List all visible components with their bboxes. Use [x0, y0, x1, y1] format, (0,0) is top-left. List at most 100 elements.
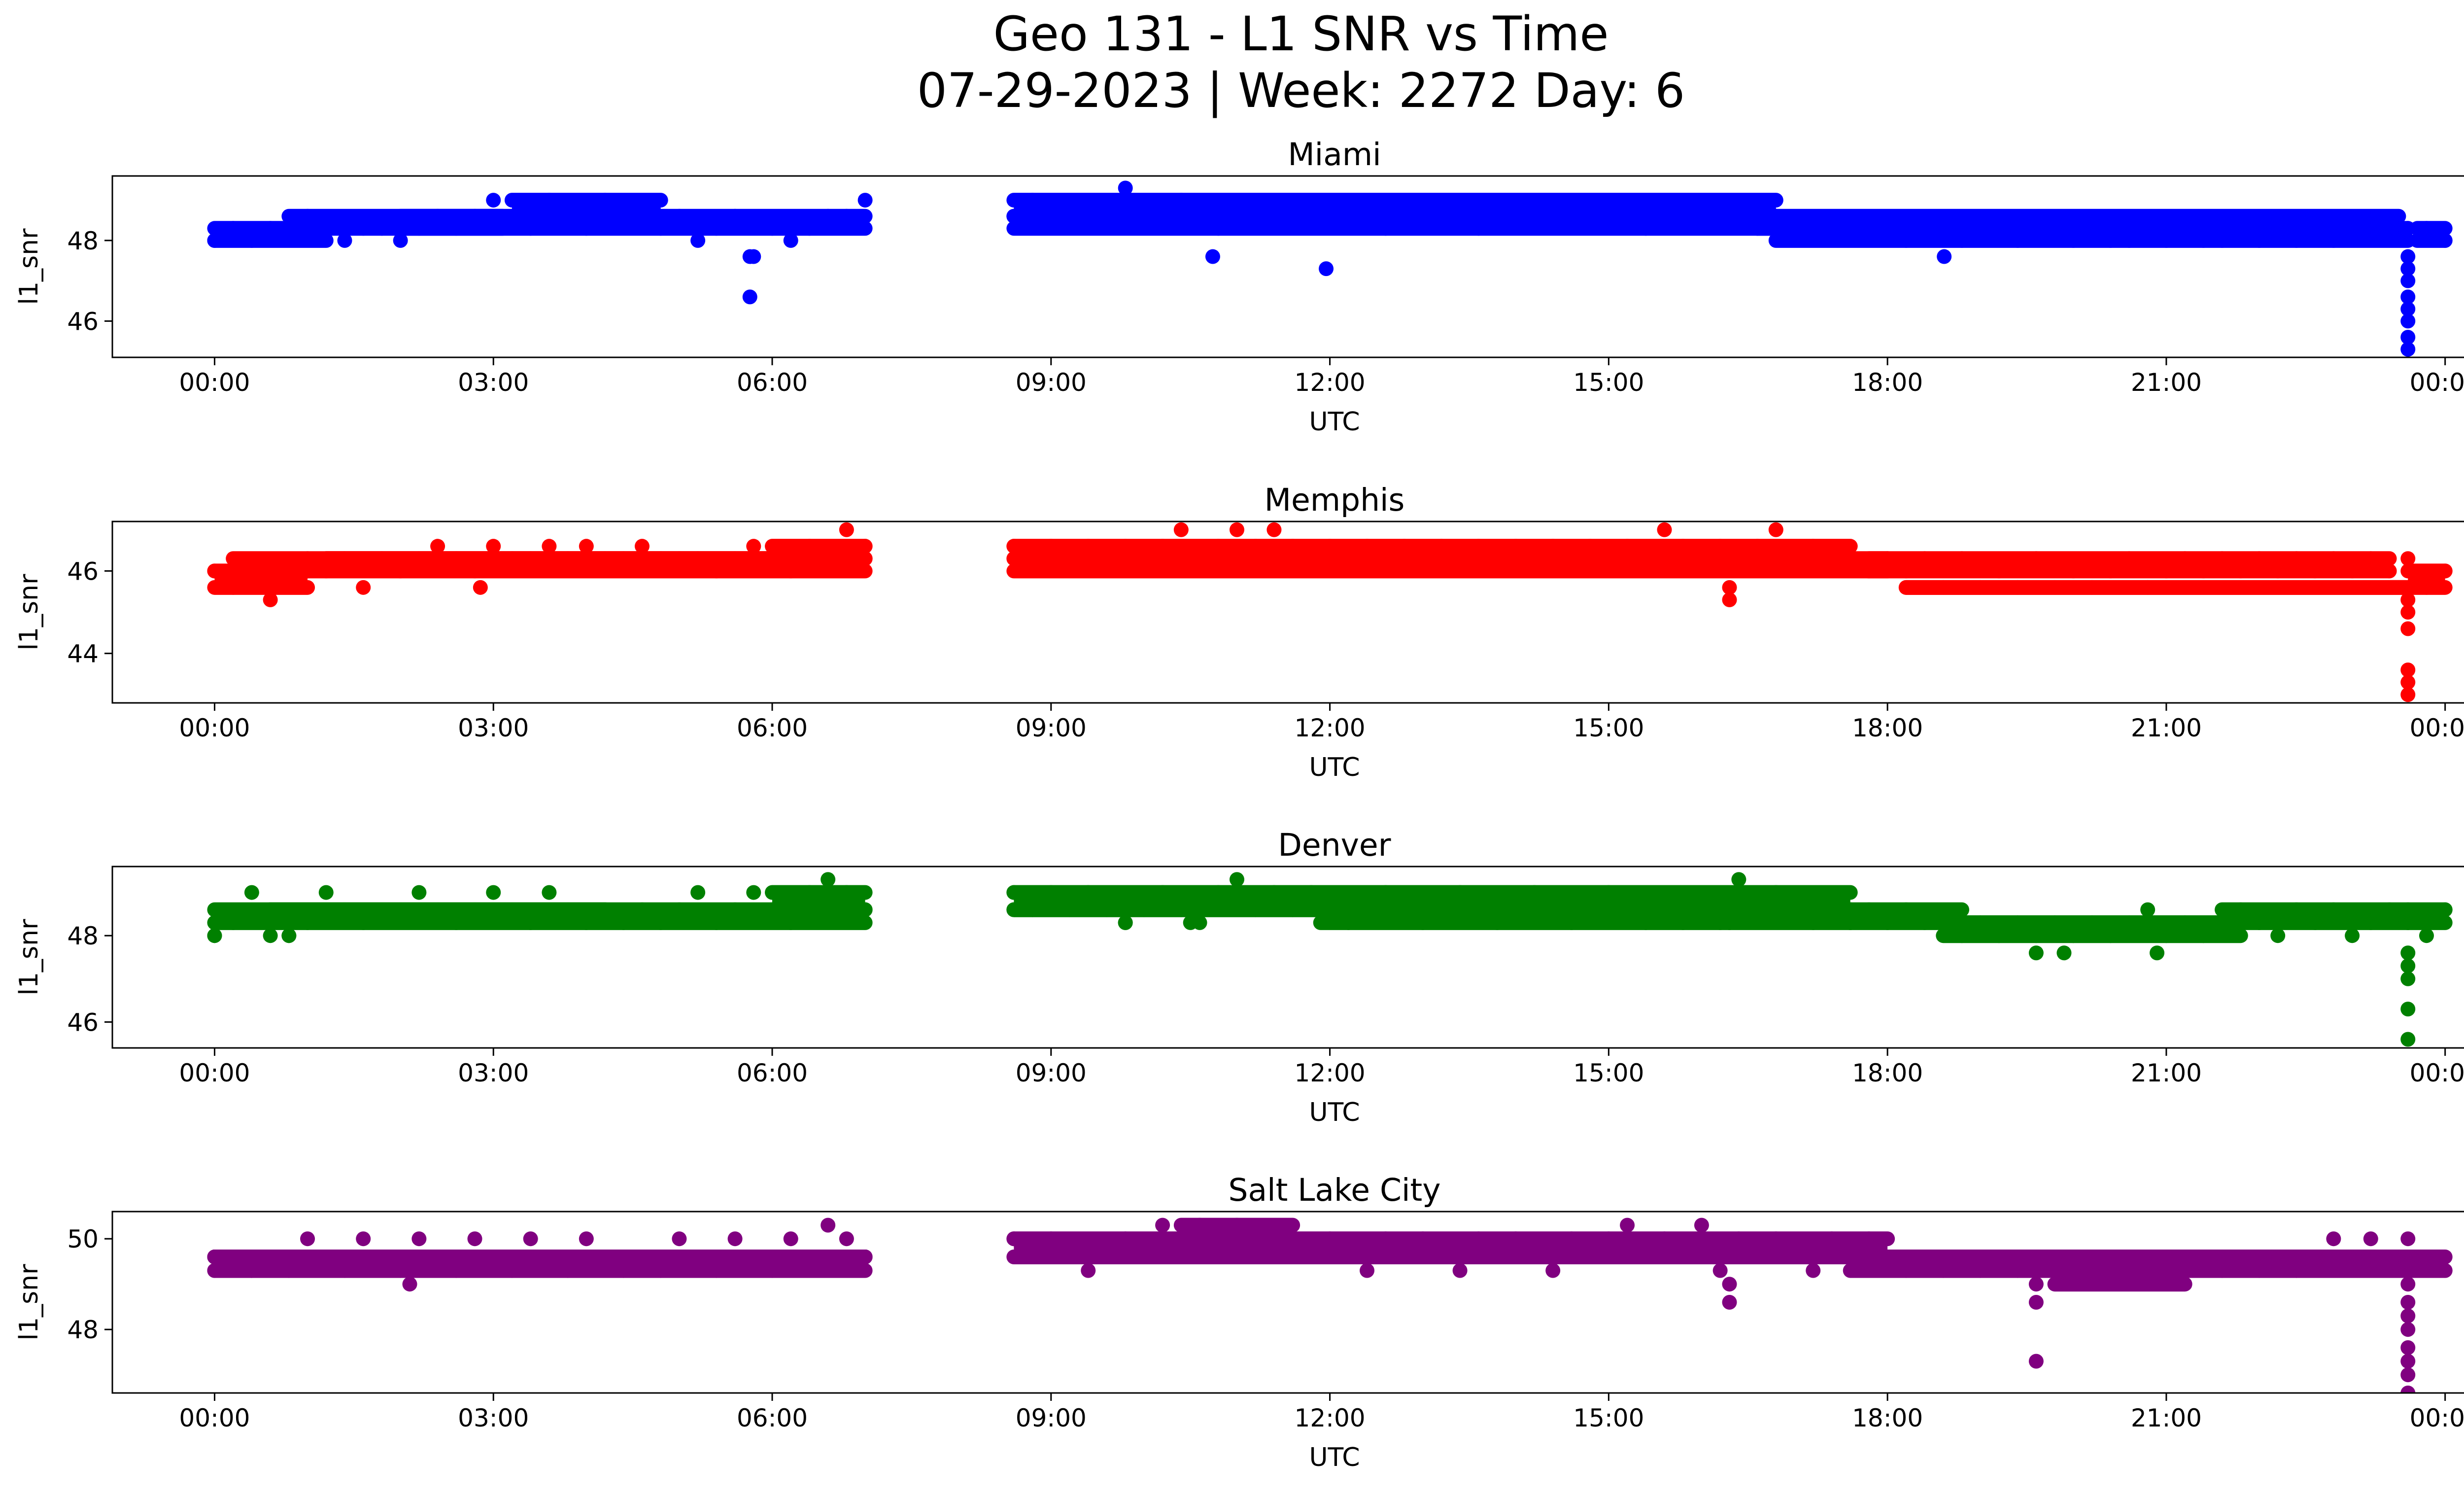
data-point	[1694, 1217, 1709, 1233]
data-point	[1099, 1250, 1114, 1264]
data-point	[802, 1250, 817, 1264]
x-tick-label: 00:00	[179, 1059, 250, 1087]
axes-frame	[111, 175, 2464, 358]
data-point	[300, 551, 315, 566]
data-point	[1601, 551, 1616, 566]
data-point	[1322, 1231, 1337, 1247]
data-point	[1099, 902, 1114, 917]
y-axis-label: l1_snr	[14, 919, 44, 996]
data-point	[2085, 580, 2100, 595]
x-axis-label: UTC	[1309, 1443, 1360, 1472]
outlier-point	[1118, 915, 1133, 930]
data-point	[2382, 563, 2397, 579]
data-point	[1211, 885, 1226, 900]
data-point	[1861, 563, 1877, 579]
data-point	[690, 1250, 706, 1264]
data-point	[1564, 551, 1579, 566]
x-tick-label: 12:00	[1295, 368, 1366, 397]
data-point	[1917, 551, 1932, 566]
data-point	[1155, 1217, 1170, 1233]
data-point	[1917, 1250, 1932, 1264]
data-point	[1378, 551, 1393, 566]
data-point	[765, 221, 780, 236]
data-point	[244, 885, 259, 900]
data-point	[1824, 221, 1839, 236]
data-point	[2289, 1263, 2304, 1278]
data-point	[1248, 902, 1263, 917]
data-point	[2419, 221, 2434, 236]
data-point	[356, 580, 371, 595]
data-point	[207, 1263, 222, 1278]
data-point	[1006, 539, 1022, 554]
outlier-point	[2400, 971, 2416, 986]
data-point	[1081, 209, 1096, 224]
data-point	[1415, 915, 1431, 930]
data-point	[1006, 1231, 1022, 1247]
data-point	[1861, 902, 1877, 917]
data-point	[1025, 1250, 1040, 1264]
data-point	[2085, 1250, 2100, 1264]
data-point	[1768, 885, 1783, 900]
scatter-series	[207, 872, 2453, 1047]
data-point	[821, 1217, 836, 1233]
data-point	[857, 539, 873, 554]
data-point	[374, 221, 389, 236]
data-point	[783, 233, 798, 248]
data-point	[579, 1231, 594, 1247]
data-point	[1694, 209, 1709, 224]
data-point	[2289, 233, 2304, 248]
data-point	[374, 551, 389, 566]
x-axis-label: UTC	[1309, 1098, 1360, 1127]
data-point	[393, 563, 408, 579]
data-point	[839, 522, 854, 537]
data-point	[1712, 539, 1728, 554]
data-point	[727, 902, 743, 917]
data-point	[2010, 1263, 2025, 1278]
data-point	[1434, 209, 1449, 224]
x-tick-label: 21:00	[2131, 714, 2202, 742]
data-point	[2345, 928, 2360, 943]
data-point	[2066, 563, 2081, 579]
data-point	[1750, 1250, 1765, 1264]
data-point	[2419, 580, 2434, 595]
data-point	[2215, 915, 2230, 930]
data-point	[2233, 563, 2248, 579]
data-point	[523, 221, 538, 236]
data-point	[393, 1263, 408, 1278]
data-point	[783, 563, 798, 579]
x-tick-label: 00:00	[2410, 1404, 2464, 1432]
data-point	[504, 1263, 519, 1278]
data-point	[393, 902, 408, 917]
data-point	[1768, 522, 1783, 537]
data-point	[2158, 563, 2174, 579]
data-point	[2122, 915, 2137, 930]
data-point	[2122, 233, 2137, 248]
outlier-point	[742, 249, 757, 264]
data-point	[1657, 1231, 1672, 1247]
data-point	[1266, 522, 1282, 537]
data-point	[337, 551, 352, 566]
data-point	[1880, 1250, 1895, 1264]
data-point	[1564, 915, 1579, 930]
data-point	[1564, 1231, 1579, 1247]
data-point	[1415, 551, 1431, 566]
y-tick-label: 46	[67, 557, 99, 586]
data-point	[2047, 221, 2062, 236]
data-point	[356, 915, 371, 930]
x-tick-label: 06:00	[737, 368, 808, 397]
outlier-point	[2400, 1340, 2416, 1355]
data-point	[2419, 1250, 2434, 1264]
data-point	[1285, 902, 1300, 917]
data-point	[1638, 1250, 1653, 1264]
x-tick-label: 06:00	[737, 714, 808, 742]
data-point	[1843, 915, 1858, 930]
data-point	[727, 209, 743, 224]
data-point	[2233, 902, 2248, 917]
data-point	[542, 193, 557, 208]
data-point	[1136, 551, 1152, 566]
x-tick-label: 21:00	[2131, 368, 2202, 397]
data-point	[1898, 902, 1914, 917]
data-point	[1787, 221, 1802, 236]
outlier-point	[1722, 1277, 1737, 1292]
figure-title-line1: Geo 131 - L1 SNR vs Time	[993, 6, 1609, 62]
